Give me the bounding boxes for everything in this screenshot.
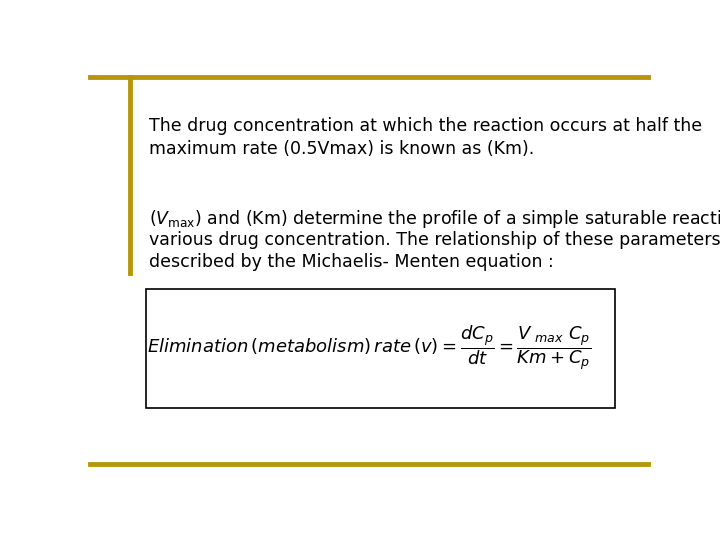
Text: described by the Michaelis- Menten equation :: described by the Michaelis- Menten equat… xyxy=(148,253,554,271)
Text: $\mathit{Elimination\,(metabolism)\,rate\,(v)}=\dfrac{\mathit{dC_p}}{\mathit{dt}: $\mathit{Elimination\,(metabolism)\,rate… xyxy=(147,323,591,372)
Text: various drug concentration. The relationship of these parameters is: various drug concentration. The relation… xyxy=(148,231,720,249)
Bar xyxy=(145,289,615,408)
Text: ($V_{\mathregular{max}}$) and (Km) determine the profile of a simple saturable r: ($V_{\mathregular{max}}$) and (Km) deter… xyxy=(148,208,720,230)
Text: The drug concentration at which the reaction occurs at half the: The drug concentration at which the reac… xyxy=(148,117,702,135)
Text: maximum rate (0.5Vmax) is known as (Km).: maximum rate (0.5Vmax) is known as (Km). xyxy=(148,140,534,158)
